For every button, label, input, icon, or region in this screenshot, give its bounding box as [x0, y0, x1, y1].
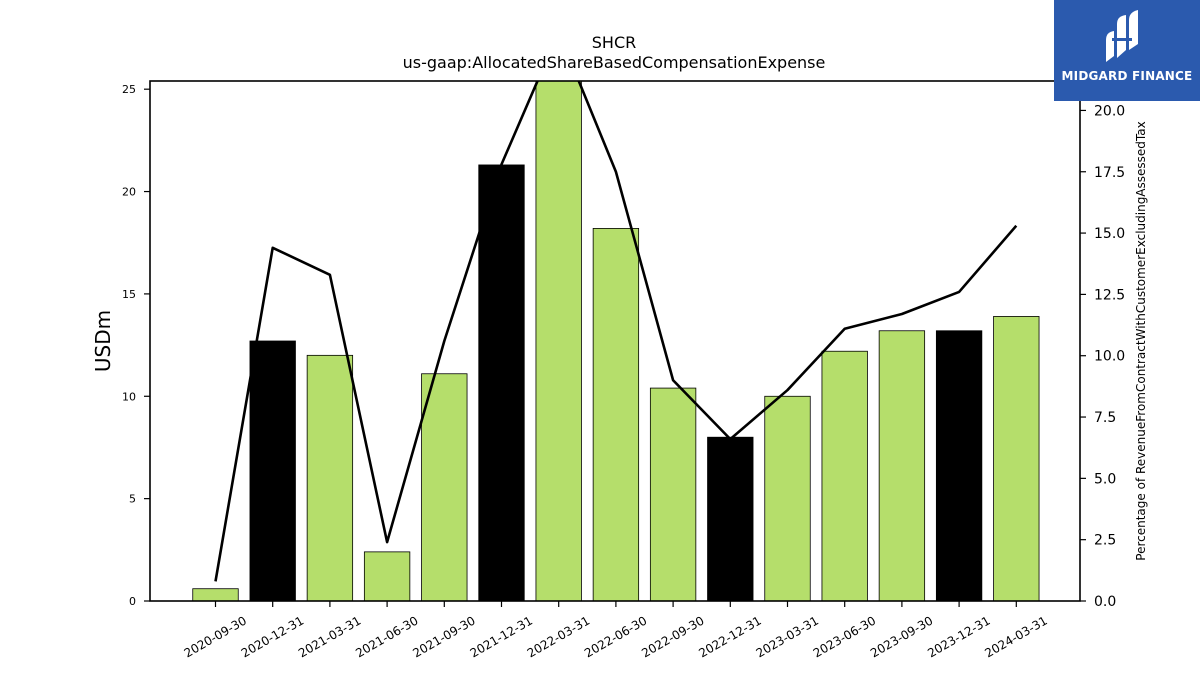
y2-tick-label: 10.0 [1094, 349, 1125, 365]
bar-2020-12-31 [249, 340, 296, 601]
x-tick-label: 2022-12-31 [696, 613, 763, 660]
bar-2023-06-30 [821, 350, 868, 601]
x-tick-label: 2021-06-30 [353, 613, 420, 660]
y-tick-label: 20 [122, 186, 136, 199]
y2-tick-label: 7.5 [1094, 410, 1116, 426]
x-tick-label: 2021-12-31 [468, 613, 535, 660]
y2-tick-label: 17.5 [1094, 165, 1125, 181]
bar-2022-03-31 [535, 81, 582, 601]
x-tick-label: 2021-03-31 [296, 613, 363, 660]
x-tick-label: 2020-12-31 [239, 613, 306, 660]
y2-tick-label: 0.0 [1094, 594, 1116, 610]
y2-tick-label: 5.0 [1094, 471, 1116, 487]
x-tick-label: 2023-06-30 [811, 613, 878, 660]
y2-tick-label: 15.0 [1094, 226, 1125, 242]
y-tick-label: 25 [122, 83, 136, 96]
y-tick-label: 10 [122, 390, 136, 403]
y-tick-label: 5 [129, 493, 136, 506]
x-tick-label: 2023-12-31 [925, 613, 992, 660]
chart-subtitle: us-gaap:AllocatedShareBasedCompensationE… [403, 53, 826, 72]
y2-axis: 0.0 2.5 5.0 7.5 10.0 12.5 15.0 17.5 20.0 [1080, 103, 1125, 610]
x-tick-label: 2024-03-31 [982, 613, 1049, 660]
bar-2021-09-30 [421, 373, 468, 601]
y2-tick-label: 20.0 [1094, 103, 1125, 119]
y2-axis-label: Percentage of RevenueFromContractWithCus… [1134, 121, 1148, 560]
chart-title: SHCR [592, 33, 636, 52]
x-tick-label: 2022-03-31 [525, 613, 592, 660]
x-tick-label: 2022-09-30 [639, 613, 706, 660]
plot-frame [149, 80, 1081, 602]
bar-2020-09-30 [192, 588, 239, 601]
y-axis: 0 5 10 15 20 25 [122, 83, 150, 608]
midgard-finance-logo: MIDGARD FINANCE [1054, 0, 1200, 101]
x-tick-label: 2023-09-30 [868, 613, 935, 660]
x-tick-label: 2023-03-31 [754, 613, 821, 660]
y2-tick-label: 12.5 [1094, 287, 1125, 303]
x-tick-label: 2020-09-30 [182, 613, 249, 660]
logo-mark-icon [1106, 10, 1138, 62]
logo-text: MIDGARD FINANCE [1061, 69, 1193, 83]
line-group [214, 81, 1018, 582]
bar-group [192, 81, 1040, 601]
ratio-line [214, 81, 1018, 582]
x-tick-label: 2021-09-30 [410, 613, 477, 660]
bar-2022-09-30 [649, 387, 697, 601]
y-axis-label: USDm [91, 310, 115, 372]
bar-2022-12-31 [707, 436, 754, 601]
x-tick-label: 2022-06-30 [582, 613, 649, 660]
bar-2021-03-31 [306, 354, 354, 601]
bar-2023-09-30 [878, 330, 926, 601]
bar-2021-12-31 [478, 164, 525, 601]
bar-2021-06-30 [363, 551, 411, 601]
bar-2023-12-31 [935, 330, 983, 601]
y2-tick-label: 2.5 [1094, 533, 1116, 549]
bar-2023-03-31 [764, 395, 811, 601]
bar-2024-03-31 [993, 316, 1040, 601]
y-tick-label: 15 [122, 288, 136, 301]
y-tick-label: 0 [129, 595, 136, 608]
x-axis: 2020-09-302020-12-312021-03-312021-06-30… [182, 601, 1050, 660]
bar-2022-06-30 [592, 228, 640, 601]
